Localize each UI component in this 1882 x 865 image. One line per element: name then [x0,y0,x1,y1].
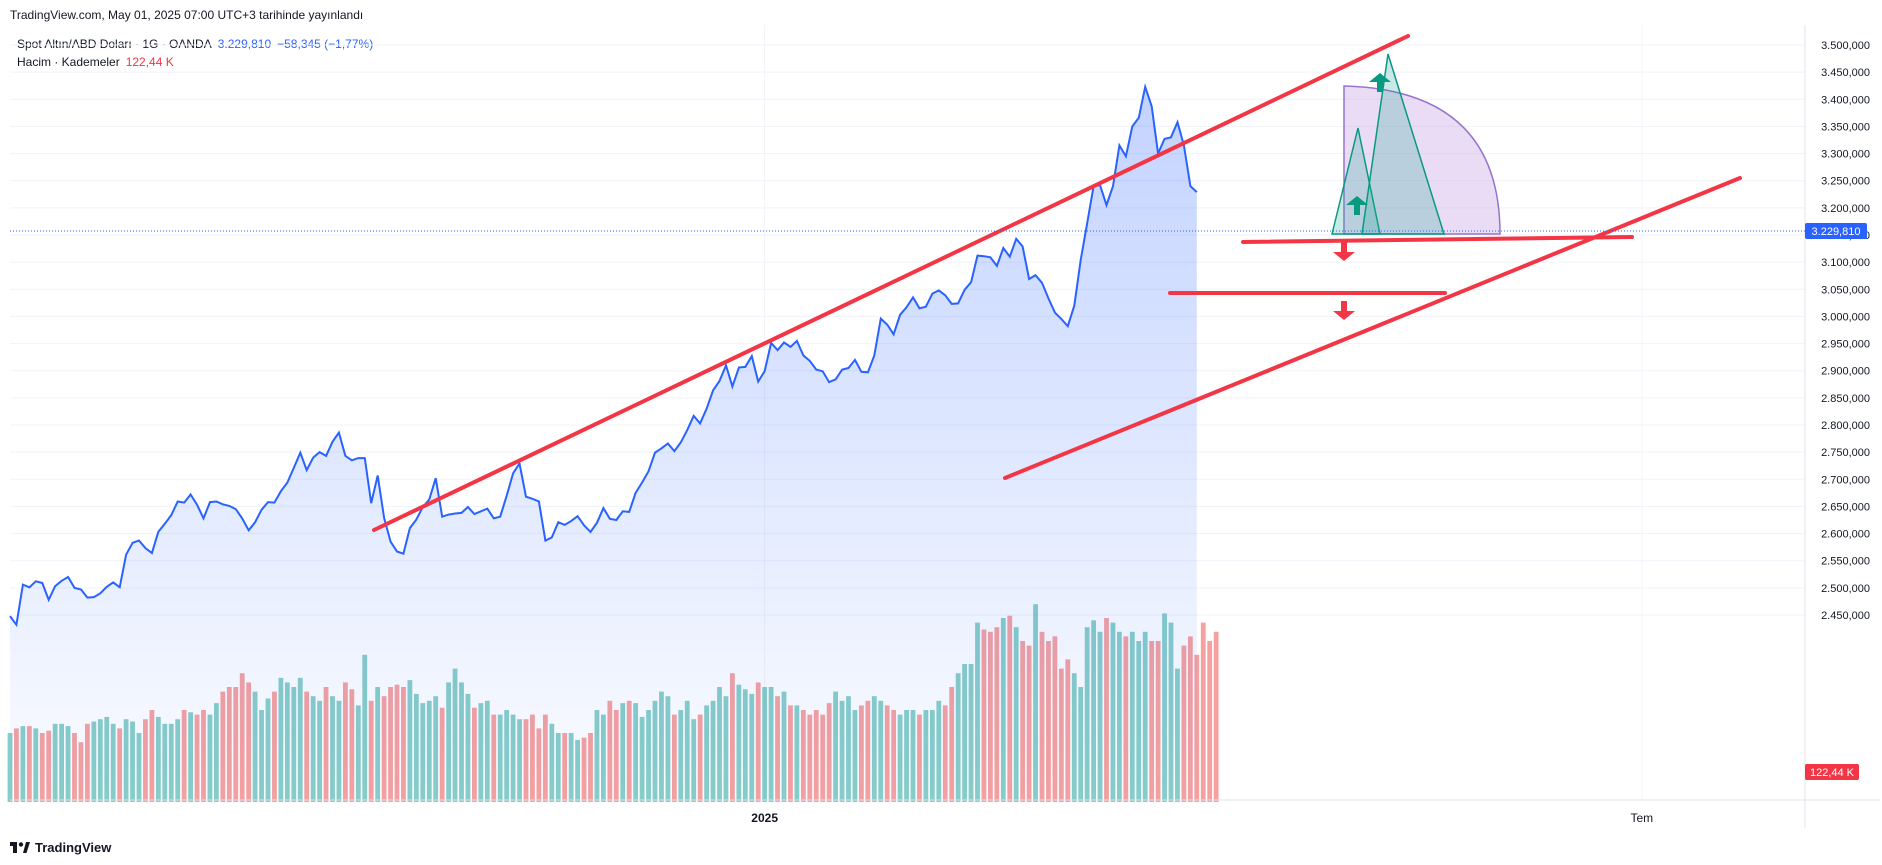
chart-legend: Spot Altın/ABD Doları · 1G · OANDA 3.229,… [17,35,373,71]
y-tick-label: 3.400,000 [1821,94,1870,106]
legend-volume-label[interactable]: Hacim · Kademeler [17,55,120,69]
arrow-up-icon [1369,73,1391,92]
legend-change: −58,345 (−1,77%) [277,37,374,51]
y-tick-label: 2.450,000 [1821,610,1870,622]
arrow-up-icon [1346,196,1368,215]
y-tick-label: 3.200,000 [1821,203,1870,215]
y-tick-label: 2.900,000 [1821,366,1870,378]
y-tick-label: 2.600,000 [1821,529,1870,541]
legend-row-price: Spot Altın/ABD Doları · 1G · OANDA 3.229,… [17,35,373,53]
trendline [1241,235,1634,244]
y-tick-label: 3.250,000 [1821,176,1870,188]
y-tick-label: 2.650,000 [1821,501,1870,513]
arrow-down-icon [1333,242,1355,261]
y-tick-label: 3.000,000 [1821,311,1870,323]
y-tick-label: 2.850,000 [1821,393,1870,405]
y-tick-label: 2.500,000 [1821,583,1870,595]
y-tick-label: 2.550,000 [1821,556,1870,568]
trendline [1003,176,1742,480]
x-tick-label: Tem [1631,811,1654,825]
y-tick-label: 2.750,000 [1821,447,1870,459]
chart-axes: 3.500,000 3.450,000 3.400,000 3.350,000 3.30… [10,25,1880,828]
pattern-triangle-large [1361,53,1446,235]
y-tick-label: 3.100,000 [1821,257,1870,269]
volume-bar [1200,622,1206,802]
price-line [9,82,1198,628]
published-header: TradingView.com, May 01, 2025 07:00 UTC+… [10,8,364,22]
y-tick-label: 3.450,000 [1821,67,1870,79]
y-tick-label: 3.500,000 [1821,40,1870,52]
volume-badge: 122,44 K [1805,764,1859,780]
price-badge: 3.229,810 [1805,223,1867,239]
footer-brand-label: TradingView [35,840,112,855]
user-drawings [372,34,1742,532]
legend-volume-value: 122,44 K [125,55,174,69]
x-tick-label: 2025 [751,811,778,825]
y-tick-label: 2.950,000 [1821,339,1870,351]
legend-symbol[interactable]: Spot Altın/ABD Doları · 1G · OANDA [17,37,212,51]
trendline [372,34,1410,532]
tradingview-logo-icon [10,841,30,853]
y-tick-label: 3.350,000 [1821,121,1870,133]
footer-brand[interactable]: TradingView [10,840,111,855]
legend-row-volume: Hacim · Kademeler 122,44 K [17,53,373,71]
price-badge-text: 3.229,810 [1812,226,1861,238]
y-tick-label: 2.800,000 [1821,420,1870,432]
y-tick-label: 3.300,000 [1821,149,1870,161]
volume-bar [1207,641,1213,802]
legend-last-price: 3.229,810 [217,37,272,51]
price-area-fill [10,86,1197,801]
y-tick-label: 3.050,000 [1821,284,1870,296]
arrow-down-icon [1333,301,1355,320]
volume-badge-text: 122,44 K [1810,767,1855,779]
arc-zone [1343,85,1501,235]
y-tick-label: 2.700,000 [1821,474,1870,486]
volume-bar [1213,631,1219,802]
